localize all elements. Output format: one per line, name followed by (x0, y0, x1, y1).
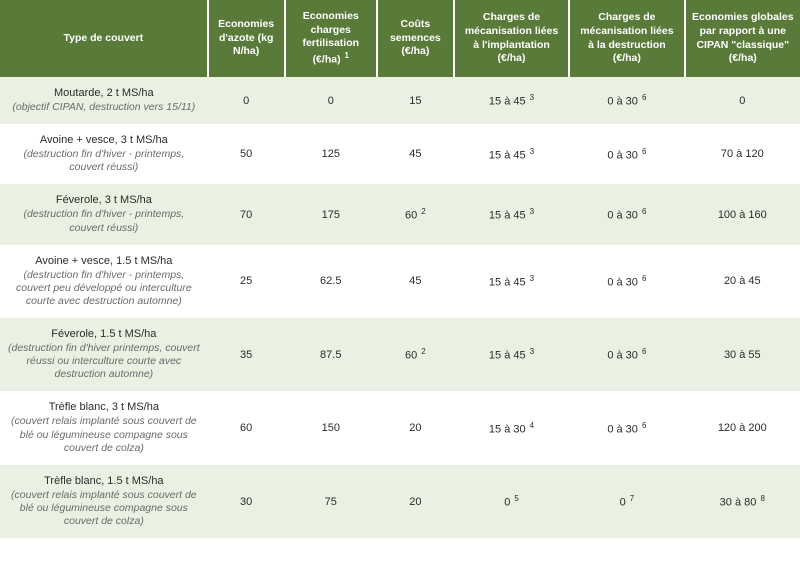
col-header-2: Economies charges fertilisation (€/ha) 1 (285, 0, 377, 77)
table-cell: 60 2 (377, 318, 454, 391)
table-cell: 20 (377, 465, 454, 538)
footnote-ref: 4 (530, 421, 534, 430)
footnote-ref: 3 (530, 147, 534, 156)
footnote-ref: 2 (421, 207, 425, 216)
footnote-ref: 6 (642, 147, 646, 156)
table-cell: 30 à 55 (685, 318, 800, 391)
cover-type-cell: Féverole, 3 t MS/ha (destruction fin d'hi… (0, 184, 208, 244)
cover-description: (objectif CIPAN, destruction vers 15/11) (6, 101, 202, 114)
table-cell: 60 2 (377, 184, 454, 244)
cover-description: (couvert relais implanté sous couvert de… (6, 415, 202, 454)
footnote-ref: 1 (345, 51, 349, 60)
table-cell: 25 (208, 245, 285, 318)
footnote-ref: 2 (421, 347, 425, 356)
cover-type-cell: Féverole, 1.5 t MS/ha (destruction fin d'… (0, 318, 208, 391)
col-header-6: Economies globales par rapport à une CIP… (685, 0, 800, 77)
table-cell: 0 à 30 6 (569, 184, 684, 244)
table-cell: 45 (377, 245, 454, 318)
col-header-4: Charges de mécanisation liées à l'implan… (454, 0, 569, 77)
cover-title: Moutarde, 2 t MS/ha (6, 87, 202, 99)
footnote-ref: 5 (514, 494, 518, 503)
table-cell: 70 à 120 (685, 124, 800, 184)
table-cell: 20 à 45 (685, 245, 800, 318)
table-cell: 0 (285, 77, 377, 124)
table-cell: 100 à 160 (685, 184, 800, 244)
table-cell: 0 à 30 6 (569, 77, 684, 124)
table-cell: 45 (377, 124, 454, 184)
table-cell: 125 (285, 124, 377, 184)
footnote-ref: 3 (530, 93, 534, 102)
cover-type-cell: Avoine + vesce, 3 t MS/ha (destruction fi… (0, 124, 208, 184)
table-cell: 35 (208, 318, 285, 391)
cover-type-cell: Moutarde, 2 t MS/ha (objectif CIPAN, dest… (0, 77, 208, 124)
table-cell: 0 à 30 6 (569, 391, 684, 464)
cover-title: Trèfle blanc, 3 t MS/ha (6, 401, 202, 413)
footnote-ref: 7 (630, 494, 634, 503)
table-cell: 15 à 30 4 (454, 391, 569, 464)
cover-title: Avoine + vesce, 1.5 t MS/ha (6, 255, 202, 267)
footnote-ref: 8 (760, 494, 764, 503)
cover-type-cell: Trèfle blanc, 1.5 t MS/ha (couvert relais… (0, 465, 208, 538)
table-body: Moutarde, 2 t MS/ha (objectif CIPAN, dest… (0, 77, 800, 538)
footnote-ref: 6 (642, 421, 646, 430)
table-cell: 175 (285, 184, 377, 244)
table-row: Trèfle blanc, 3 t MS/ha (couvert relais i… (0, 391, 800, 464)
table-cell: 15 à 45 3 (454, 124, 569, 184)
cover-type-cell: Avoine + vesce, 1.5 t MS/ha (destruction … (0, 245, 208, 318)
cover-title: Trèfle blanc, 1.5 t MS/ha (6, 475, 202, 487)
table-cell: 0 (208, 77, 285, 124)
table-row: Avoine + vesce, 1.5 t MS/ha (destruction … (0, 245, 800, 318)
table-cell: 15 à 45 3 (454, 77, 569, 124)
col-header-0: Type de couvert (0, 0, 208, 77)
table-cell: 150 (285, 391, 377, 464)
table-row: Féverole, 1.5 t MS/ha (destruction fin d'… (0, 318, 800, 391)
table-cell: 75 (285, 465, 377, 538)
footnote-ref: 6 (642, 347, 646, 356)
table-cell: 0 5 (454, 465, 569, 538)
table-header-row: Type de couvertEconomies d'azote (kg N/h… (0, 0, 800, 77)
table-cell: 30 (208, 465, 285, 538)
table-cell: 0 à 30 6 (569, 124, 684, 184)
cover-crop-economics-table: Type de couvertEconomies d'azote (kg N/h… (0, 0, 800, 538)
table-row: Moutarde, 2 t MS/ha (objectif CIPAN, dest… (0, 77, 800, 124)
col-header-5: Charges de mécanisation liées à la destr… (569, 0, 684, 77)
table-cell: 15 (377, 77, 454, 124)
table-cell: 0 7 (569, 465, 684, 538)
table-row: Trèfle blanc, 1.5 t MS/ha (couvert relais… (0, 465, 800, 538)
table-cell: 87.5 (285, 318, 377, 391)
table-row: Avoine + vesce, 3 t MS/ha (destruction fi… (0, 124, 800, 184)
col-header-1: Economies d'azote (kg N/ha) (208, 0, 285, 77)
table-cell: 0 à 30 6 (569, 245, 684, 318)
cover-description: (destruction fin d'hiver printemps, couv… (6, 342, 202, 381)
footnote-ref: 6 (642, 207, 646, 216)
table-cell: 0 à 30 6 (569, 318, 684, 391)
table-cell: 15 à 45 3 (454, 245, 569, 318)
table-cell: 50 (208, 124, 285, 184)
footnote-ref: 3 (530, 347, 534, 356)
cover-description: (destruction fin d'hiver - printemps, co… (6, 148, 202, 174)
table-cell: 30 à 80 8 (685, 465, 800, 538)
footnote-ref: 6 (642, 93, 646, 102)
col-header-3: Coûts semences (€/ha) (377, 0, 454, 77)
table-row: Féverole, 3 t MS/ha (destruction fin d'hi… (0, 184, 800, 244)
cover-description: (destruction fin d'hiver - printemps, co… (6, 208, 202, 234)
cover-title: Féverole, 3 t MS/ha (6, 194, 202, 206)
cover-title: Féverole, 1.5 t MS/ha (6, 328, 202, 340)
table-cell: 70 (208, 184, 285, 244)
table-cell: 0 (685, 77, 800, 124)
table-cell: 60 (208, 391, 285, 464)
table-cell: 15 à 45 3 (454, 184, 569, 244)
cover-description: (destruction fin d'hiver - printemps, co… (6, 269, 202, 308)
cover-description: (couvert relais implanté sous couvert de… (6, 489, 202, 528)
footnote-ref: 3 (530, 207, 534, 216)
table-cell: 120 à 200 (685, 391, 800, 464)
cover-title: Avoine + vesce, 3 t MS/ha (6, 134, 202, 146)
table-cell: 62.5 (285, 245, 377, 318)
table-cell: 20 (377, 391, 454, 464)
cover-type-cell: Trèfle blanc, 3 t MS/ha (couvert relais i… (0, 391, 208, 464)
footnote-ref: 6 (642, 274, 646, 283)
table-cell: 15 à 45 3 (454, 318, 569, 391)
footnote-ref: 3 (530, 274, 534, 283)
